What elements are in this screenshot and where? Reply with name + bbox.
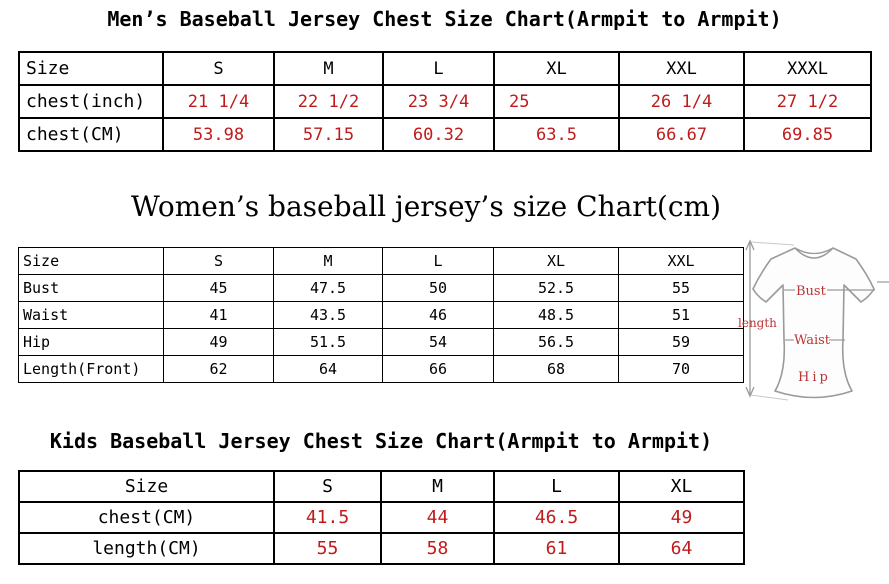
table-row: length(CM) 55 58 61 64 bbox=[18, 532, 745, 565]
column-header: Size bbox=[18, 247, 164, 275]
table-row: Waist 41 43.5 46 48.5 51 bbox=[18, 301, 744, 329]
column-header: S bbox=[273, 470, 382, 503]
table-cell: 53.98 bbox=[162, 117, 275, 152]
table-cell: 44 bbox=[380, 501, 495, 534]
column-header: M bbox=[273, 51, 384, 86]
table-cell: 59 bbox=[618, 328, 744, 356]
arrow-down-icon bbox=[745, 386, 755, 398]
women-chart-title: Women’s baseball jersey’s size Chart(cm) bbox=[130, 190, 722, 223]
waist-label: Waist bbox=[794, 333, 831, 348]
column-header: S bbox=[162, 51, 275, 86]
table-cell: 57.15 bbox=[273, 117, 384, 152]
table-cell: 63.5 bbox=[493, 117, 620, 152]
table-cell: 51.5 bbox=[273, 328, 383, 356]
table-cell: 58 bbox=[380, 532, 495, 565]
table-cell: 55 bbox=[618, 274, 744, 302]
table-cell: 69.85 bbox=[743, 117, 872, 152]
men-chart-title: Men’s Baseball Jersey Chest Size Chart(A… bbox=[107, 7, 782, 31]
table-cell: 56.5 bbox=[493, 328, 619, 356]
table-cell: 70 bbox=[618, 355, 744, 383]
table-row: Length(Front) 62 64 66 68 70 bbox=[18, 355, 744, 383]
table-row: Size S M L XL XXL bbox=[18, 247, 744, 275]
table-row: Bust 45 47.5 50 52.5 55 bbox=[18, 274, 744, 302]
table-cell: 50 bbox=[382, 274, 494, 302]
table-cell: 52.5 bbox=[493, 274, 619, 302]
guide-line-top bbox=[750, 241, 795, 246]
table-cell: 26 1/4 bbox=[618, 84, 745, 119]
column-header: XL bbox=[493, 51, 620, 86]
table-cell: 51 bbox=[618, 301, 744, 329]
table-cell: 54 bbox=[382, 328, 494, 356]
table-cell: 45 bbox=[163, 274, 274, 302]
table-cell: 48.5 bbox=[493, 301, 619, 329]
table-cell: 41 bbox=[163, 301, 274, 329]
table-cell: 60.32 bbox=[382, 117, 495, 152]
table-cell: 22 1/2 bbox=[273, 84, 384, 119]
row-label: Waist bbox=[18, 301, 164, 329]
table-cell: 61 bbox=[493, 532, 620, 565]
column-header: L bbox=[493, 470, 620, 503]
table-cell: 68 bbox=[493, 355, 619, 383]
table-row: Size S M L XL bbox=[18, 470, 745, 503]
arrow-up-icon bbox=[745, 239, 755, 251]
table-cell: 25 bbox=[493, 84, 620, 119]
column-header: XL bbox=[493, 247, 619, 275]
table-cell: 43.5 bbox=[273, 301, 383, 329]
column-header: M bbox=[273, 247, 383, 275]
collar-line bbox=[794, 247, 834, 255]
table-cell: 49 bbox=[618, 501, 745, 534]
table-cell: 64 bbox=[618, 532, 745, 565]
column-header: Size bbox=[18, 51, 164, 86]
column-header: M bbox=[380, 470, 495, 503]
table-cell: 47.5 bbox=[273, 274, 383, 302]
tshirt-outline bbox=[752, 247, 875, 399]
row-label: chest(CM) bbox=[18, 117, 164, 152]
women-size-table: Size S M L XL XXL Bust 45 47.5 50 52.5 5… bbox=[18, 247, 744, 383]
table-row: Hip 49 51.5 54 56.5 59 bbox=[18, 328, 744, 356]
table-cell: 64 bbox=[273, 355, 383, 383]
table-cell: 62 bbox=[163, 355, 274, 383]
table-cell: 27 1/2 bbox=[743, 84, 872, 119]
row-label: Length(Front) bbox=[18, 355, 164, 383]
table-cell: 66 bbox=[382, 355, 494, 383]
column-header: S bbox=[163, 247, 274, 275]
kids-size-table: Size S M L XL chest(CM) 41.5 44 46.5 49 … bbox=[18, 470, 745, 565]
bust-label: Bust bbox=[796, 284, 827, 299]
table-row: chest(CM) 41.5 44 46.5 49 bbox=[18, 501, 745, 534]
column-header: XXL bbox=[618, 51, 745, 86]
table-row: chest(CM) 53.98 57.15 60.32 63.5 66.67 6… bbox=[18, 117, 872, 152]
column-header: L bbox=[382, 247, 494, 275]
men-size-table: Size S M L XL XXL XXXL chest(inch) 21 1/… bbox=[18, 51, 872, 152]
table-cell: 66.67 bbox=[618, 117, 745, 152]
hip-label: Hip bbox=[798, 370, 831, 385]
table-row: Size S M L XL XXL XXXL bbox=[18, 51, 872, 86]
kids-chart-title: Kids Baseball Jersey Chest Size Chart(Ar… bbox=[49, 429, 713, 453]
table-row: chest(inch) 21 1/4 22 1/2 23 3/4 25 26 1… bbox=[18, 84, 872, 119]
row-label: chest(CM) bbox=[18, 501, 275, 534]
length-label: length bbox=[738, 316, 777, 330]
guide-line-bottom bbox=[750, 394, 789, 401]
table-cell: 55 bbox=[273, 532, 382, 565]
table-cell: 41.5 bbox=[273, 501, 382, 534]
table-cell: 46 bbox=[382, 301, 494, 329]
tshirt-measurement-diagram: Bust Waist Hip length bbox=[738, 239, 889, 401]
column-header: Size bbox=[18, 470, 275, 503]
table-cell: 21 1/4 bbox=[162, 84, 275, 119]
table-cell: 23 3/4 bbox=[382, 84, 495, 119]
row-label: Bust bbox=[18, 274, 164, 302]
row-label: length(CM) bbox=[18, 532, 275, 565]
column-header: XXL bbox=[618, 247, 744, 275]
column-header: XL bbox=[618, 470, 745, 503]
column-header: XXXL bbox=[743, 51, 872, 86]
row-label: Hip bbox=[18, 328, 164, 356]
table-cell: 49 bbox=[163, 328, 274, 356]
table-cell: 46.5 bbox=[493, 501, 620, 534]
row-label: chest(inch) bbox=[18, 84, 164, 119]
column-header: L bbox=[382, 51, 495, 86]
